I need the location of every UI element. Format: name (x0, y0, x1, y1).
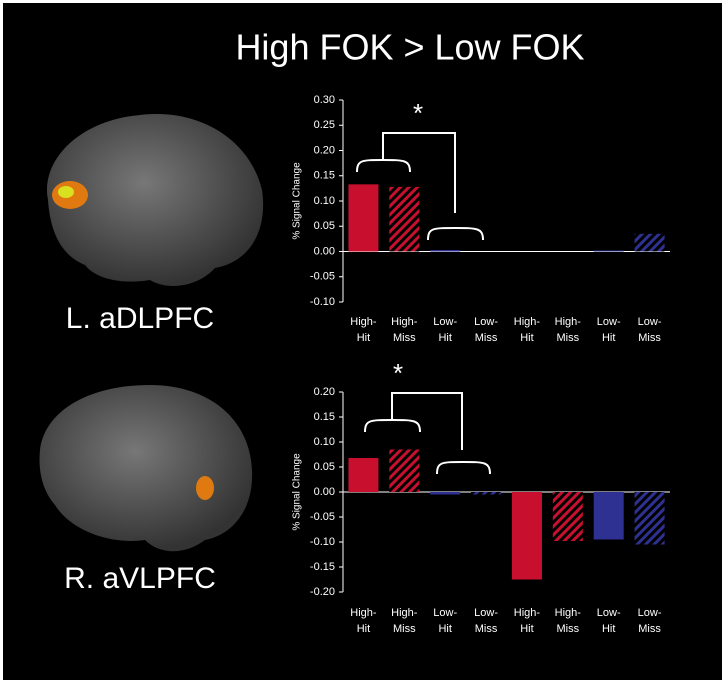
y-tick-label: -0.05 (310, 511, 335, 523)
y-axis-label: % Signal Change (292, 453, 303, 531)
bar (471, 492, 502, 495)
bar (593, 492, 624, 540)
bar (634, 492, 665, 545)
bar (634, 233, 665, 252)
x-tick-label: High- (514, 316, 541, 328)
x-tick-label: Hit (438, 623, 451, 635)
y-tick-label: 0.00 (314, 245, 335, 257)
x-tick-label: Miss (638, 623, 661, 635)
bar (389, 449, 420, 492)
x-tick-label: High- (350, 607, 377, 619)
x-tick-label: Hit (602, 332, 615, 344)
y-tick-label: -0.15 (310, 561, 335, 573)
significance-star: * (393, 358, 403, 388)
x-tick-label: High- (391, 316, 418, 328)
x-tick-label: Low- (638, 316, 662, 328)
y-tick-label: -0.10 (310, 536, 335, 548)
y-tick-label: -0.20 (310, 586, 335, 598)
x-tick-label: High- (555, 316, 582, 328)
x-tick-label: Low- (474, 607, 498, 619)
bar (430, 249, 461, 252)
x-tick-label: Miss (393, 623, 416, 635)
region-label: R. aVLPFC (64, 562, 216, 595)
y-tick-label: 0.20 (314, 386, 335, 398)
y-tick-label: 0.25 (314, 119, 335, 131)
x-tick-label: Hit (602, 623, 615, 635)
y-tick-label: 0.20 (314, 144, 335, 156)
bar (552, 492, 583, 541)
bar (593, 250, 624, 252)
y-tick-label: 0.15 (314, 411, 335, 423)
x-tick-label: Miss (393, 332, 416, 344)
y-tick-label: -0.05 (310, 271, 335, 283)
y-tick-label: 0.00 (314, 486, 335, 498)
x-tick-label: Hit (357, 332, 370, 344)
bar (511, 492, 542, 580)
y-tick-label: 0.10 (314, 195, 335, 207)
x-tick-label: Low- (433, 607, 457, 619)
bar (430, 492, 461, 495)
y-tick-label: 0.30 (314, 94, 335, 106)
significance-brackets (356, 132, 491, 475)
x-tick-label: Low- (474, 316, 498, 328)
y-axis-label: % Signal Change (292, 162, 303, 240)
x-tick-label: Low- (638, 607, 662, 619)
x-tick-label: High- (555, 607, 582, 619)
x-tick-label: Hit (357, 623, 370, 635)
x-tick-label: Low- (597, 607, 621, 619)
x-tick-label: Hit (438, 332, 451, 344)
x-tick-label: High- (391, 607, 418, 619)
y-tick-label: 0.15 (314, 170, 335, 182)
x-tick-label: High- (514, 607, 541, 619)
x-tick-label: High- (350, 316, 377, 328)
x-tick-label: Low- (433, 316, 457, 328)
y-tick-label: 0.10 (314, 436, 335, 448)
x-tick-label: Hit (520, 623, 533, 635)
y-tick-label: -0.10 (310, 296, 335, 308)
brain-left (46, 114, 264, 287)
region-label: L. aDLPFC (66, 302, 214, 335)
bar (348, 458, 379, 492)
background (3, 3, 722, 680)
x-tick-label: Miss (638, 332, 661, 344)
bar (389, 186, 420, 252)
x-tick-label: Hit (520, 332, 533, 344)
x-tick-label: Miss (557, 332, 580, 344)
x-tick-label: Miss (475, 623, 498, 635)
x-tick-label: Miss (475, 332, 498, 344)
significance-star: * (413, 98, 423, 128)
y-tick-label: 0.05 (314, 220, 335, 232)
x-tick-label: Miss (557, 623, 580, 635)
brain-right (39, 385, 253, 552)
y-tick-label: 0.05 (314, 461, 335, 473)
x-tick-label: Low- (597, 316, 621, 328)
figure-title: High FOK > Low FOK (235, 27, 584, 68)
bar (348, 184, 379, 252)
